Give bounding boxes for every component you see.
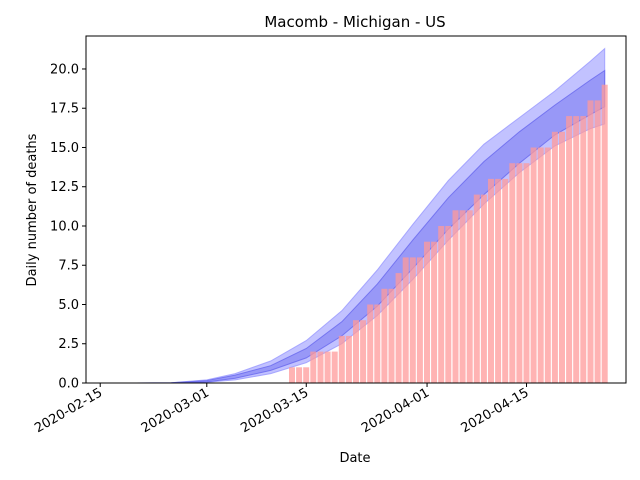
bar	[551, 131, 558, 383]
x-tick-label: 2020-02-15	[32, 385, 105, 436]
bar	[431, 241, 438, 383]
bar	[459, 210, 466, 383]
bar	[509, 163, 516, 383]
bar	[324, 351, 331, 383]
bar	[331, 351, 338, 383]
y-tick-label: 20.0	[50, 62, 79, 77]
bar	[289, 367, 295, 383]
bar	[488, 178, 494, 383]
bar	[402, 257, 409, 383]
bar	[317, 351, 324, 383]
bar	[353, 320, 359, 383]
bar	[367, 304, 374, 383]
bar	[495, 178, 502, 383]
bar	[473, 194, 480, 383]
bar	[566, 116, 573, 383]
bar	[573, 116, 580, 383]
y-tick-label: 7.5	[58, 259, 79, 274]
bar	[310, 351, 317, 383]
bar	[587, 100, 594, 384]
bar	[466, 210, 473, 383]
bar	[303, 367, 310, 383]
bar	[580, 116, 587, 383]
bar	[388, 288, 395, 383]
bar	[445, 226, 452, 383]
y-axis-ticks: 0.0 2.5 5.0 7.5 10.0 12.5 15.0 17.5 20.0	[50, 62, 86, 392]
y-tick-label: 0.0	[58, 377, 79, 392]
bar	[409, 257, 416, 383]
bars-group	[289, 84, 608, 384]
bar	[296, 367, 303, 383]
bar	[594, 100, 601, 384]
x-axis-ticks: 2020-02-15 2020-03-01 2020-03-15 2020-04-01…	[32, 383, 532, 436]
y-tick-label: 17.5	[50, 102, 79, 117]
bar	[530, 147, 537, 383]
y-tick-label: 5.0	[58, 298, 79, 313]
y-tick-label: 10.0	[50, 219, 79, 234]
y-tick-label: 12.5	[50, 180, 79, 195]
x-tick-label: 2020-03-01	[139, 385, 212, 436]
y-tick-label: 15.0	[50, 141, 79, 156]
x-tick-label: 2020-03-15	[238, 385, 311, 436]
bar	[424, 241, 430, 383]
bar	[544, 147, 551, 383]
bar	[338, 335, 345, 383]
y-tick-label: 2.5	[58, 337, 79, 352]
bar	[438, 226, 445, 383]
x-tick-label: 2020-04-15	[459, 385, 532, 436]
bar	[416, 257, 423, 383]
bar	[374, 304, 381, 383]
bar	[516, 163, 523, 383]
bar	[523, 163, 530, 383]
y-axis-label: Daily number of deaths	[25, 133, 40, 286]
bar	[559, 131, 565, 383]
x-tick-label: 2020-04-01	[359, 385, 432, 436]
bar	[395, 273, 402, 383]
x-axis-label: Date	[339, 451, 370, 466]
plot-frame	[85, 35, 627, 384]
bar	[537, 147, 544, 383]
bar	[452, 210, 459, 383]
bar	[601, 84, 608, 383]
bar	[345, 335, 352, 383]
chart-title: Macomb - Michigan - US	[264, 13, 445, 31]
bar	[360, 320, 367, 383]
bar	[381, 288, 388, 383]
bar	[480, 194, 487, 383]
bar	[502, 178, 509, 383]
